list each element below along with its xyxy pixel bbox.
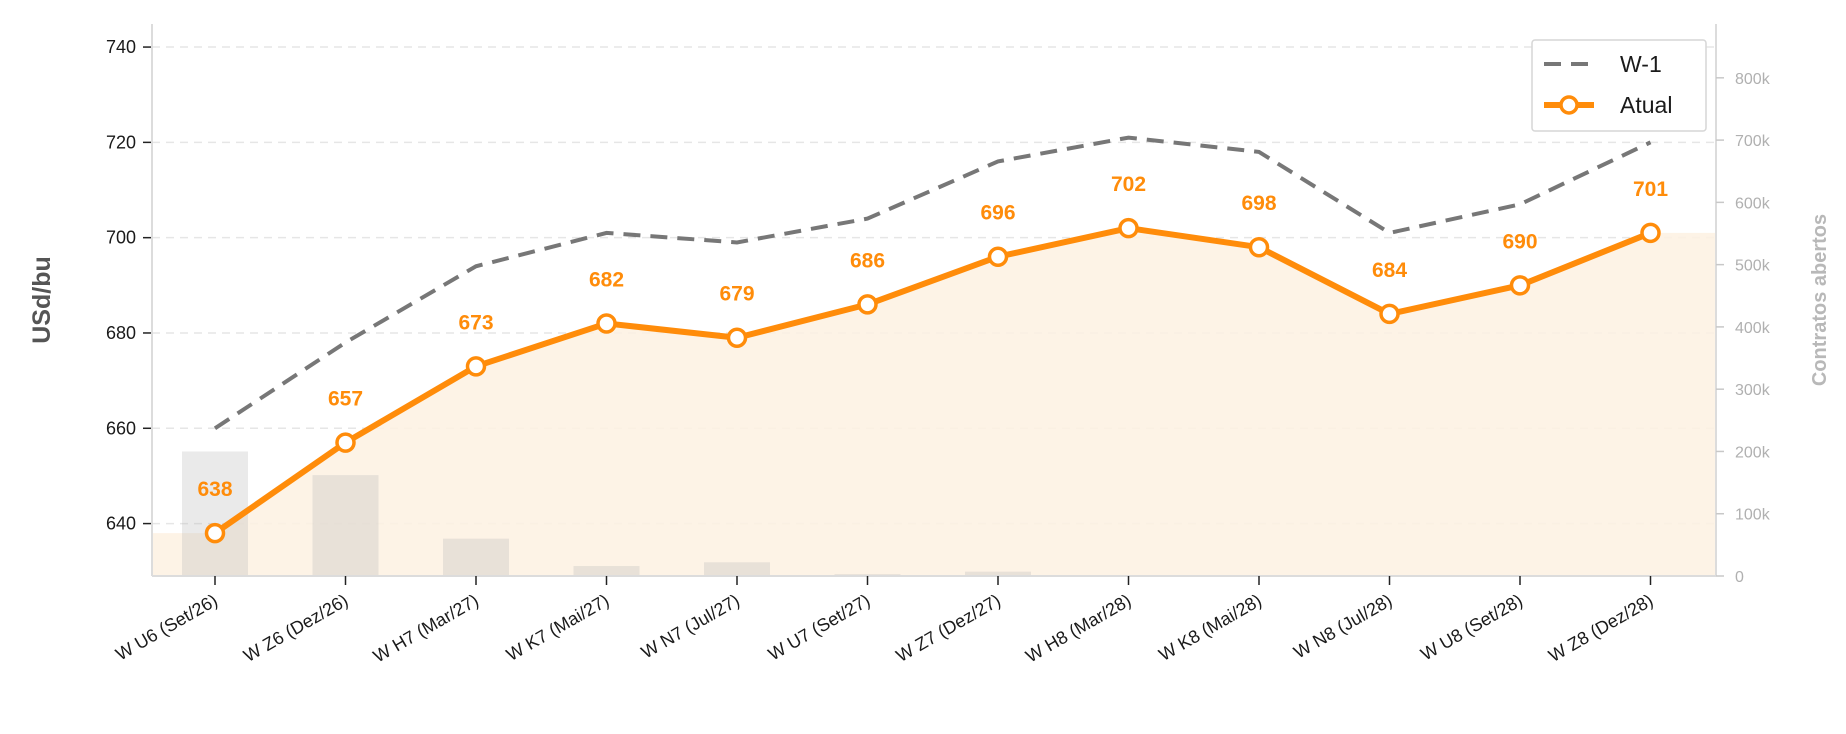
x-tick-label-6: W Z7 (Dez/27): [893, 590, 1004, 666]
data-label-6: 696: [980, 202, 1015, 225]
atual-point-5: [857, 294, 878, 315]
series-lines: [204, 135, 1661, 544]
atual-point-9: [1379, 303, 1400, 325]
atual-point-4: [726, 327, 748, 348]
oi-bar-2: [443, 538, 509, 576]
data-label-5: 686: [850, 249, 885, 272]
data-label-1: 657: [328, 388, 363, 411]
y2-tick-label-2: 200k: [1735, 444, 1771, 461]
x-tick-label-0: W U6 (Set/26): [112, 590, 221, 664]
series-line-w1: [213, 135, 1652, 430]
atual-point-2: [465, 356, 487, 377]
legend-box: [1531, 39, 1707, 132]
oi-bar-0: [182, 451, 248, 576]
data-label-3: 682: [589, 268, 624, 291]
y-axis-title: USd/bu: [28, 256, 56, 344]
y-tick-label-4: 720: [106, 132, 136, 152]
oi-bar-3: [573, 566, 640, 576]
data-label-8: 698: [1241, 192, 1276, 215]
y2-tick-label-0: 0: [1735, 569, 1744, 586]
x-tick-label-2: W H7 (Mar/27): [370, 590, 482, 666]
data-label-10: 690: [1502, 230, 1537, 253]
atual-point-8: [1248, 236, 1270, 258]
x-tick-label-8: W K8 (Mai/28): [1155, 590, 1265, 665]
legend-label-w1: W-1: [1620, 51, 1662, 77]
legend: W-1 Atual: [1531, 39, 1707, 132]
oi-bar-6: [965, 571, 1031, 576]
oi-bar-4: [704, 562, 770, 576]
atual-point-10: [1509, 275, 1531, 296]
y-tick-label-5: 740: [106, 37, 136, 57]
data-label-2: 673: [458, 311, 493, 334]
y-tick-label-0: 640: [106, 514, 136, 534]
x-tick-label-1: W Z6 (Dez/26): [240, 590, 351, 666]
atual-point-11: [1640, 222, 1661, 244]
data-label-9: 684: [1372, 259, 1407, 282]
atual-point-3: [596, 313, 617, 334]
x-tick-label-4: W N7 (Jul/27): [638, 590, 743, 662]
data-label-11: 701: [1633, 178, 1668, 201]
y-tick-label-2: 680: [106, 323, 136, 343]
data-label-0: 638: [197, 478, 232, 501]
data-label-4: 679: [719, 283, 754, 306]
legend-label-atual: Atual: [1620, 92, 1672, 118]
y2-tick-label-5: 500k: [1735, 258, 1771, 275]
x-tick-label-9: W N8 (Jul/28): [1290, 590, 1395, 662]
oi-bar-1: [312, 475, 379, 576]
y2-axis-title: Contratos abertos: [1809, 214, 1831, 386]
y2-tick-label-6: 600k: [1735, 195, 1771, 212]
y2-tick-label-4: 400k: [1735, 320, 1771, 337]
y2-tick-label-1: 100k: [1735, 507, 1771, 524]
x-tick-label-5: W U7 (Set/27): [765, 590, 874, 664]
y-tick-label-1: 660: [106, 418, 136, 438]
y-tick-label-3: 700: [106, 228, 136, 248]
x-tick-label-7: W H8 (Mar/28): [1022, 590, 1134, 666]
atual-point-7: [1118, 217, 1139, 239]
area-fill: [152, 228, 1716, 576]
legend-marker-atual: [1559, 95, 1579, 115]
y2-tick-label-8: 800k: [1735, 71, 1771, 88]
data-label-7: 702: [1111, 173, 1146, 196]
y2-tick-label-7: 700k: [1735, 133, 1771, 150]
x-tick-label-11: W Z8 (Dez/28): [1545, 590, 1656, 666]
atual-point-1: [335, 432, 356, 453]
area-under-atual: [152, 228, 1716, 576]
data-labels: 638 657 673 682 679 686 696 702 698 684 690 701: [197, 173, 1668, 501]
y2-tick-label-3: 300k: [1735, 382, 1771, 399]
atual-point-6: [987, 246, 1009, 267]
atual-point-0: [204, 522, 226, 544]
x-tick-label-10: W U8 (Set/28): [1417, 590, 1526, 664]
open-interest-bars: [182, 451, 1684, 576]
x-tick-label-3: W K7 (Mai/27): [503, 590, 613, 665]
series-line-atual: [213, 225, 1652, 536]
